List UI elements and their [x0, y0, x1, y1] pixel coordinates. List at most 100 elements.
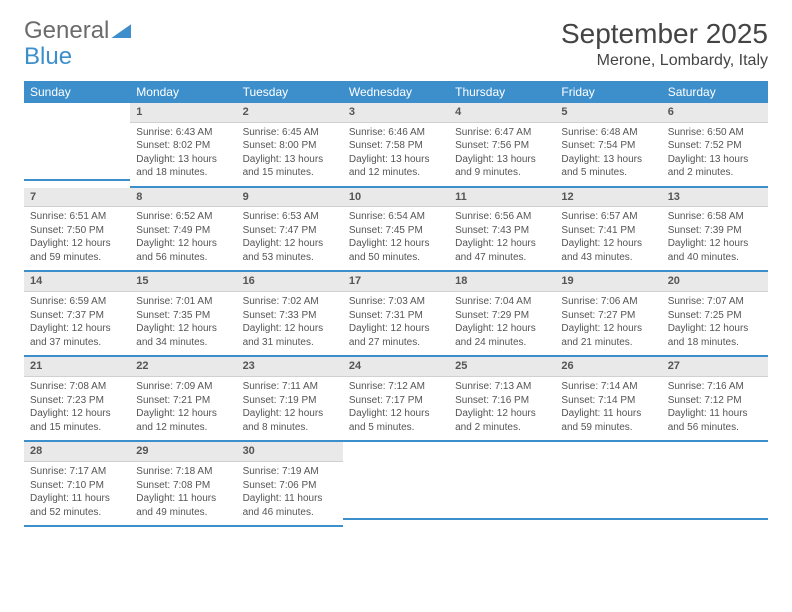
calendar-cell: 9Sunrise: 6:53 AMSunset: 7:47 PMDaylight… — [237, 188, 343, 273]
day-body: Sunrise: 7:02 AMSunset: 7:33 PMDaylight:… — [237, 292, 343, 357]
day-number: 29 — [130, 442, 236, 462]
sunrise-text: Sunrise: 7:14 AM — [561, 380, 655, 394]
calendar-cell: 30Sunrise: 7:19 AMSunset: 7:06 PMDayligh… — [237, 442, 343, 527]
day-body: Sunrise: 7:19 AMSunset: 7:06 PMDaylight:… — [237, 462, 343, 527]
sunset-text: Sunset: 7:12 PM — [668, 394, 762, 408]
day-number: 10 — [343, 188, 449, 208]
sunrise-text: Sunrise: 6:57 AM — [561, 210, 655, 224]
sunrise-text: Sunrise: 6:53 AM — [243, 210, 337, 224]
sunset-text: Sunset: 7:25 PM — [668, 309, 762, 323]
daylight-text: Daylight: 12 hours and 56 minutes. — [136, 237, 230, 264]
location-label: Merone, Lombardy, Italy — [561, 52, 768, 70]
page-title: September 2025 — [561, 18, 768, 50]
sunrise-text: Sunrise: 6:58 AM — [668, 210, 762, 224]
sunrise-text: Sunrise: 6:59 AM — [30, 295, 124, 309]
sunrise-text: Sunrise: 7:12 AM — [349, 380, 443, 394]
sunset-text: Sunset: 7:33 PM — [243, 309, 337, 323]
title-block: September 2025 Merone, Lombardy, Italy — [561, 18, 768, 70]
sunrise-text: Sunrise: 6:54 AM — [349, 210, 443, 224]
day-number: 7 — [24, 188, 130, 208]
calendar-cell: 2Sunrise: 6:45 AMSunset: 8:00 PMDaylight… — [237, 103, 343, 188]
day-header: Friday — [555, 81, 661, 103]
day-body: Sunrise: 7:03 AMSunset: 7:31 PMDaylight:… — [343, 292, 449, 357]
day-body: Sunrise: 6:47 AMSunset: 7:56 PMDaylight:… — [449, 123, 555, 188]
calendar-cell: 3Sunrise: 6:46 AMSunset: 7:58 PMDaylight… — [343, 103, 449, 188]
sunset-text: Sunset: 7:50 PM — [30, 224, 124, 238]
daylight-text: Daylight: 12 hours and 2 minutes. — [455, 407, 549, 434]
day-header: Thursday — [449, 81, 555, 103]
day-body: Sunrise: 6:58 AMSunset: 7:39 PMDaylight:… — [662, 207, 768, 272]
calendar-cell: 7 Sunrise: 6:51 AMSunset: 7:50 PMDaylight… — [24, 188, 130, 273]
day-header: Saturday — [662, 81, 768, 103]
calendar-cell — [662, 442, 768, 527]
day-number: 3 — [343, 103, 449, 123]
sunset-text: Sunset: 7:06 PM — [243, 479, 337, 493]
sunset-text: Sunset: 7:56 PM — [455, 139, 549, 153]
day-body: Sunrise: 6:52 AMSunset: 7:49 PMDaylight:… — [130, 207, 236, 272]
calendar-cell: 13Sunrise: 6:58 AMSunset: 7:39 PMDayligh… — [662, 188, 768, 273]
day-number: 8 — [130, 188, 236, 208]
daylight-text: Daylight: 12 hours and 21 minutes. — [561, 322, 655, 349]
day-body: Sunrise: 6:45 AMSunset: 8:00 PMDaylight:… — [237, 123, 343, 188]
sunset-text: Sunset: 7:41 PM — [561, 224, 655, 238]
day-body: Sunrise: 7:16 AMSunset: 7:12 PMDaylight:… — [662, 377, 768, 442]
calendar-row: 7Sunrise: 6:51 AMSunset: 7:50 PMDaylight… — [24, 188, 768, 273]
daylight-text: Daylight: 12 hours and 43 minutes. — [561, 237, 655, 264]
daylight-text: Daylight: 11 hours and 49 minutes. — [136, 492, 230, 519]
calendar-cell: 5Sunrise: 6:48 AMSunset: 7:54 PMDaylight… — [555, 103, 661, 188]
sunrise-text: Sunrise: 6:52 AM — [136, 210, 230, 224]
day-number: 17 — [343, 272, 449, 292]
day-header: Sunday — [24, 81, 130, 103]
daylight-text: Daylight: 13 hours and 12 minutes. — [349, 153, 443, 180]
calendar-cell: 19Sunrise: 7:06 AMSunset: 7:27 PMDayligh… — [555, 272, 661, 357]
calendar-row: 21Sunrise: 7:08 AMSunset: 7:23 PMDayligh… — [24, 357, 768, 442]
day-body: Sunrise: 6:48 AMSunset: 7:54 PMDaylight:… — [555, 123, 661, 188]
day-number: 9 — [237, 188, 343, 208]
daylight-text: Daylight: 12 hours and 59 minutes. — [30, 237, 124, 264]
calendar-cell: 6Sunrise: 6:50 AMSunset: 7:52 PMDaylight… — [662, 103, 768, 188]
day-number: 1 — [130, 103, 236, 123]
day-body: Sunrise: 6:54 AMSunset: 7:45 PMDaylight:… — [343, 207, 449, 272]
day-number: 13 — [662, 188, 768, 208]
daylight-text: Daylight: 12 hours and 27 minutes. — [349, 322, 443, 349]
daylight-text: Daylight: 12 hours and 31 minutes. — [243, 322, 337, 349]
sunrise-text: Sunrise: 7:07 AM — [668, 295, 762, 309]
day-number: 26 — [555, 357, 661, 377]
daylight-text: Daylight: 12 hours and 40 minutes. — [668, 237, 762, 264]
sunrise-text: Sunrise: 7:19 AM — [243, 465, 337, 479]
sunset-text: Sunset: 7:35 PM — [136, 309, 230, 323]
calendar-cell: 23Sunrise: 7:11 AMSunset: 7:19 PMDayligh… — [237, 357, 343, 442]
day-body: Sunrise: 7:07 AMSunset: 7:25 PMDaylight:… — [662, 292, 768, 357]
sunset-text: Sunset: 7:14 PM — [561, 394, 655, 408]
sunrise-text: Sunrise: 6:50 AM — [668, 126, 762, 140]
day-number: 23 — [237, 357, 343, 377]
day-number: 22 — [130, 357, 236, 377]
calendar-row: 14Sunrise: 6:59 AMSunset: 7:37 PMDayligh… — [24, 272, 768, 357]
calendar-cell: 1Sunrise: 6:43 AMSunset: 8:02 PMDaylight… — [130, 103, 236, 188]
daylight-text: Daylight: 11 hours and 56 minutes. — [668, 407, 762, 434]
logo-word2: Blue — [24, 43, 72, 70]
day-body: Sunrise: 7:17 AMSunset: 7:10 PMDaylight:… — [24, 462, 130, 527]
calendar-cell: 14Sunrise: 6:59 AMSunset: 7:37 PMDayligh… — [24, 272, 130, 357]
day-body: Sunrise: 7:11 AMSunset: 7:19 PMDaylight:… — [237, 377, 343, 442]
sunset-text: Sunset: 7:43 PM — [455, 224, 549, 238]
daylight-text: Daylight: 11 hours and 46 minutes. — [243, 492, 337, 519]
sunset-text: Sunset: 7:19 PM — [243, 394, 337, 408]
daylight-text: Daylight: 13 hours and 18 minutes. — [136, 153, 230, 180]
calendar-cell: 8Sunrise: 6:52 AMSunset: 7:49 PMDaylight… — [130, 188, 236, 273]
page-header: General Blue September 2025 Merone, Lomb… — [24, 18, 768, 71]
day-header: Wednesday — [343, 81, 449, 103]
day-number: 4 — [449, 103, 555, 123]
sunrise-text: Sunrise: 7:02 AM — [243, 295, 337, 309]
day-body — [24, 123, 130, 181]
sunset-text: Sunset: 7:49 PM — [136, 224, 230, 238]
day-body — [662, 462, 768, 520]
sunset-text: Sunset: 7:39 PM — [668, 224, 762, 238]
day-body: Sunrise: 7:04 AMSunset: 7:29 PMDaylight:… — [449, 292, 555, 357]
daylight-text: Daylight: 13 hours and 15 minutes. — [243, 153, 337, 180]
day-number: 14 — [24, 272, 130, 292]
daylight-text: Daylight: 13 hours and 9 minutes. — [455, 153, 549, 180]
sunrise-text: Sunrise: 6:51 AM — [30, 210, 124, 224]
sunset-text: Sunset: 7:52 PM — [668, 139, 762, 153]
logo-mark-icon — [111, 24, 131, 38]
